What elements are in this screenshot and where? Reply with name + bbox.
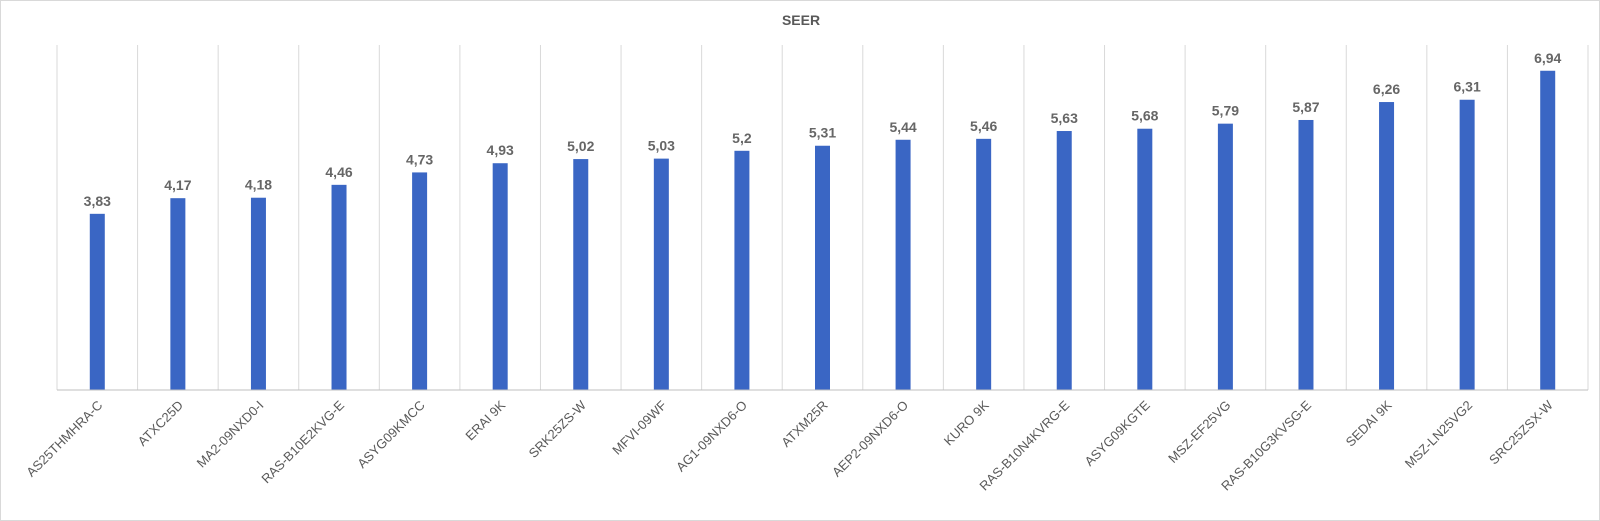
bars	[89, 70, 1556, 391]
bar	[653, 158, 669, 390]
data-label: 6,94	[1534, 50, 1561, 66]
bar	[1379, 102, 1395, 390]
x-tick-label: ERAI 9K	[462, 397, 508, 443]
bar	[573, 159, 589, 390]
x-tick-label: ATXM25R	[778, 398, 830, 450]
x-tick-label: MFVI-09WF	[609, 397, 669, 457]
x-tick-label: ATXC25D	[135, 398, 186, 449]
data-label: 5,87	[1292, 99, 1319, 115]
data-label: 5,63	[1051, 110, 1078, 126]
data-label: 4,17	[164, 177, 191, 193]
data-label: 5,79	[1212, 103, 1239, 119]
bar	[895, 139, 911, 390]
data-label: 4,93	[487, 142, 514, 158]
bar	[1540, 70, 1556, 390]
bar	[815, 145, 830, 390]
x-tick-labels: AS25THMHRA-C ATXC25D MA2-09NXD0-IRAS-B10E2…	[23, 397, 1556, 493]
bar	[1056, 131, 1072, 390]
bar	[1459, 99, 1475, 391]
data-label: 5,44	[889, 119, 916, 135]
x-tick-label: AG1-09NXD6-O	[673, 398, 750, 475]
data-label: 3,83	[84, 193, 111, 209]
data-label: 5,31	[809, 125, 836, 141]
x-tick-label: AS25THMHRA-C	[23, 398, 105, 480]
x-tick-label: AEP2-09NXD6-O	[829, 398, 911, 480]
bar	[412, 172, 428, 390]
x-tick-label: RAS-B10E2KVG-E	[258, 397, 347, 486]
x-tick-label: RAS-B10G3KVSG-E	[1218, 397, 1314, 493]
x-tick-label: MSZ-LN25VG2	[1402, 398, 1475, 471]
bar	[1137, 128, 1153, 390]
x-tick-label: KURO 9K	[941, 397, 992, 448]
data-label: 4,18	[245, 177, 272, 193]
chart-title: SEER	[782, 12, 820, 28]
bar	[492, 163, 508, 390]
bar	[734, 150, 750, 390]
data-label: 5,02	[567, 138, 594, 154]
data-label: 6,26	[1373, 81, 1400, 97]
data-label: 5,03	[648, 138, 675, 154]
bar	[976, 138, 992, 390]
x-tick-label: ASYG09KGTE	[1082, 397, 1154, 469]
x-tick-label: SEDAI 9K	[1343, 397, 1395, 449]
x-tick-label: ASYG09KMCC	[354, 398, 427, 471]
x-tick-label: RAS-B10N4KVRG-E	[976, 397, 1072, 493]
x-tick-label: SRC25ZSX-W	[1486, 397, 1556, 467]
data-label: 6,31	[1454, 79, 1481, 95]
data-label: 4,46	[325, 164, 352, 180]
data-labels: 3,83 4,17 4,18 4,46 4,73 4,93 5,02 5,03 5,2 5,31 5…	[84, 50, 1562, 209]
data-label: 5,68	[1131, 108, 1158, 124]
gridlines	[56, 45, 1589, 390]
bar	[89, 213, 105, 390]
bar	[170, 198, 186, 390]
data-label: 5,2	[732, 130, 752, 146]
bar	[1298, 119, 1314, 390]
x-tick-label: MSZ-EF25VG	[1165, 398, 1233, 466]
bar	[1217, 123, 1233, 390]
bar	[250, 197, 266, 390]
data-label: 4,73	[406, 151, 433, 167]
x-tick-label: MA2-09NXD0-I	[194, 398, 267, 471]
bar	[331, 184, 347, 390]
x-tick-label: SRK25ZS-W	[526, 397, 590, 461]
data-label: 5,46	[970, 118, 997, 134]
